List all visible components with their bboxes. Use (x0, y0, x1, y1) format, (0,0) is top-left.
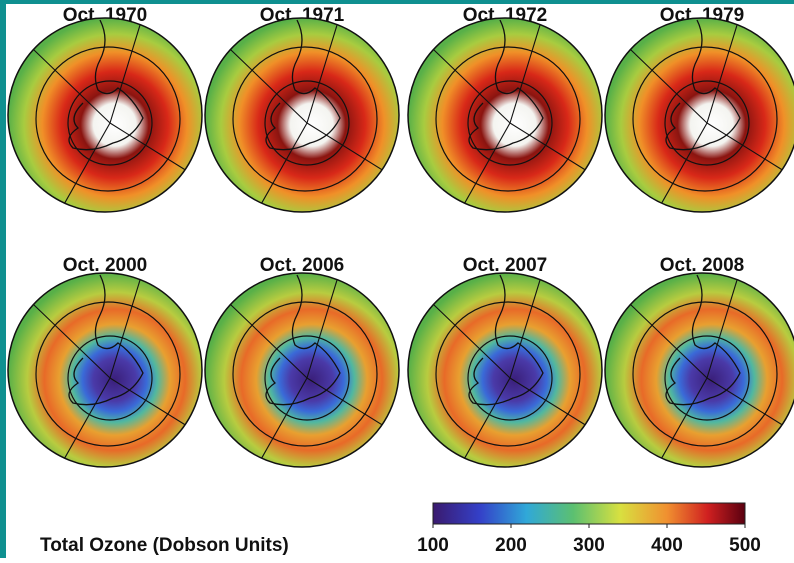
tick-label: 400 (651, 535, 683, 556)
frame-top (0, 0, 794, 4)
tick-label: 200 (495, 535, 527, 556)
figure: Oct. 1970Oct. 1971Oct. 1972Oct. 1979Oct.… (0, 0, 794, 558)
colorbar-label: Total Ozone (Dobson Units) (40, 535, 289, 556)
frame-left (0, 0, 6, 558)
tick-label: 100 (417, 535, 449, 556)
colorbar (433, 503, 745, 524)
tick-label: 500 (729, 535, 761, 556)
tick-label: 300 (573, 535, 605, 556)
